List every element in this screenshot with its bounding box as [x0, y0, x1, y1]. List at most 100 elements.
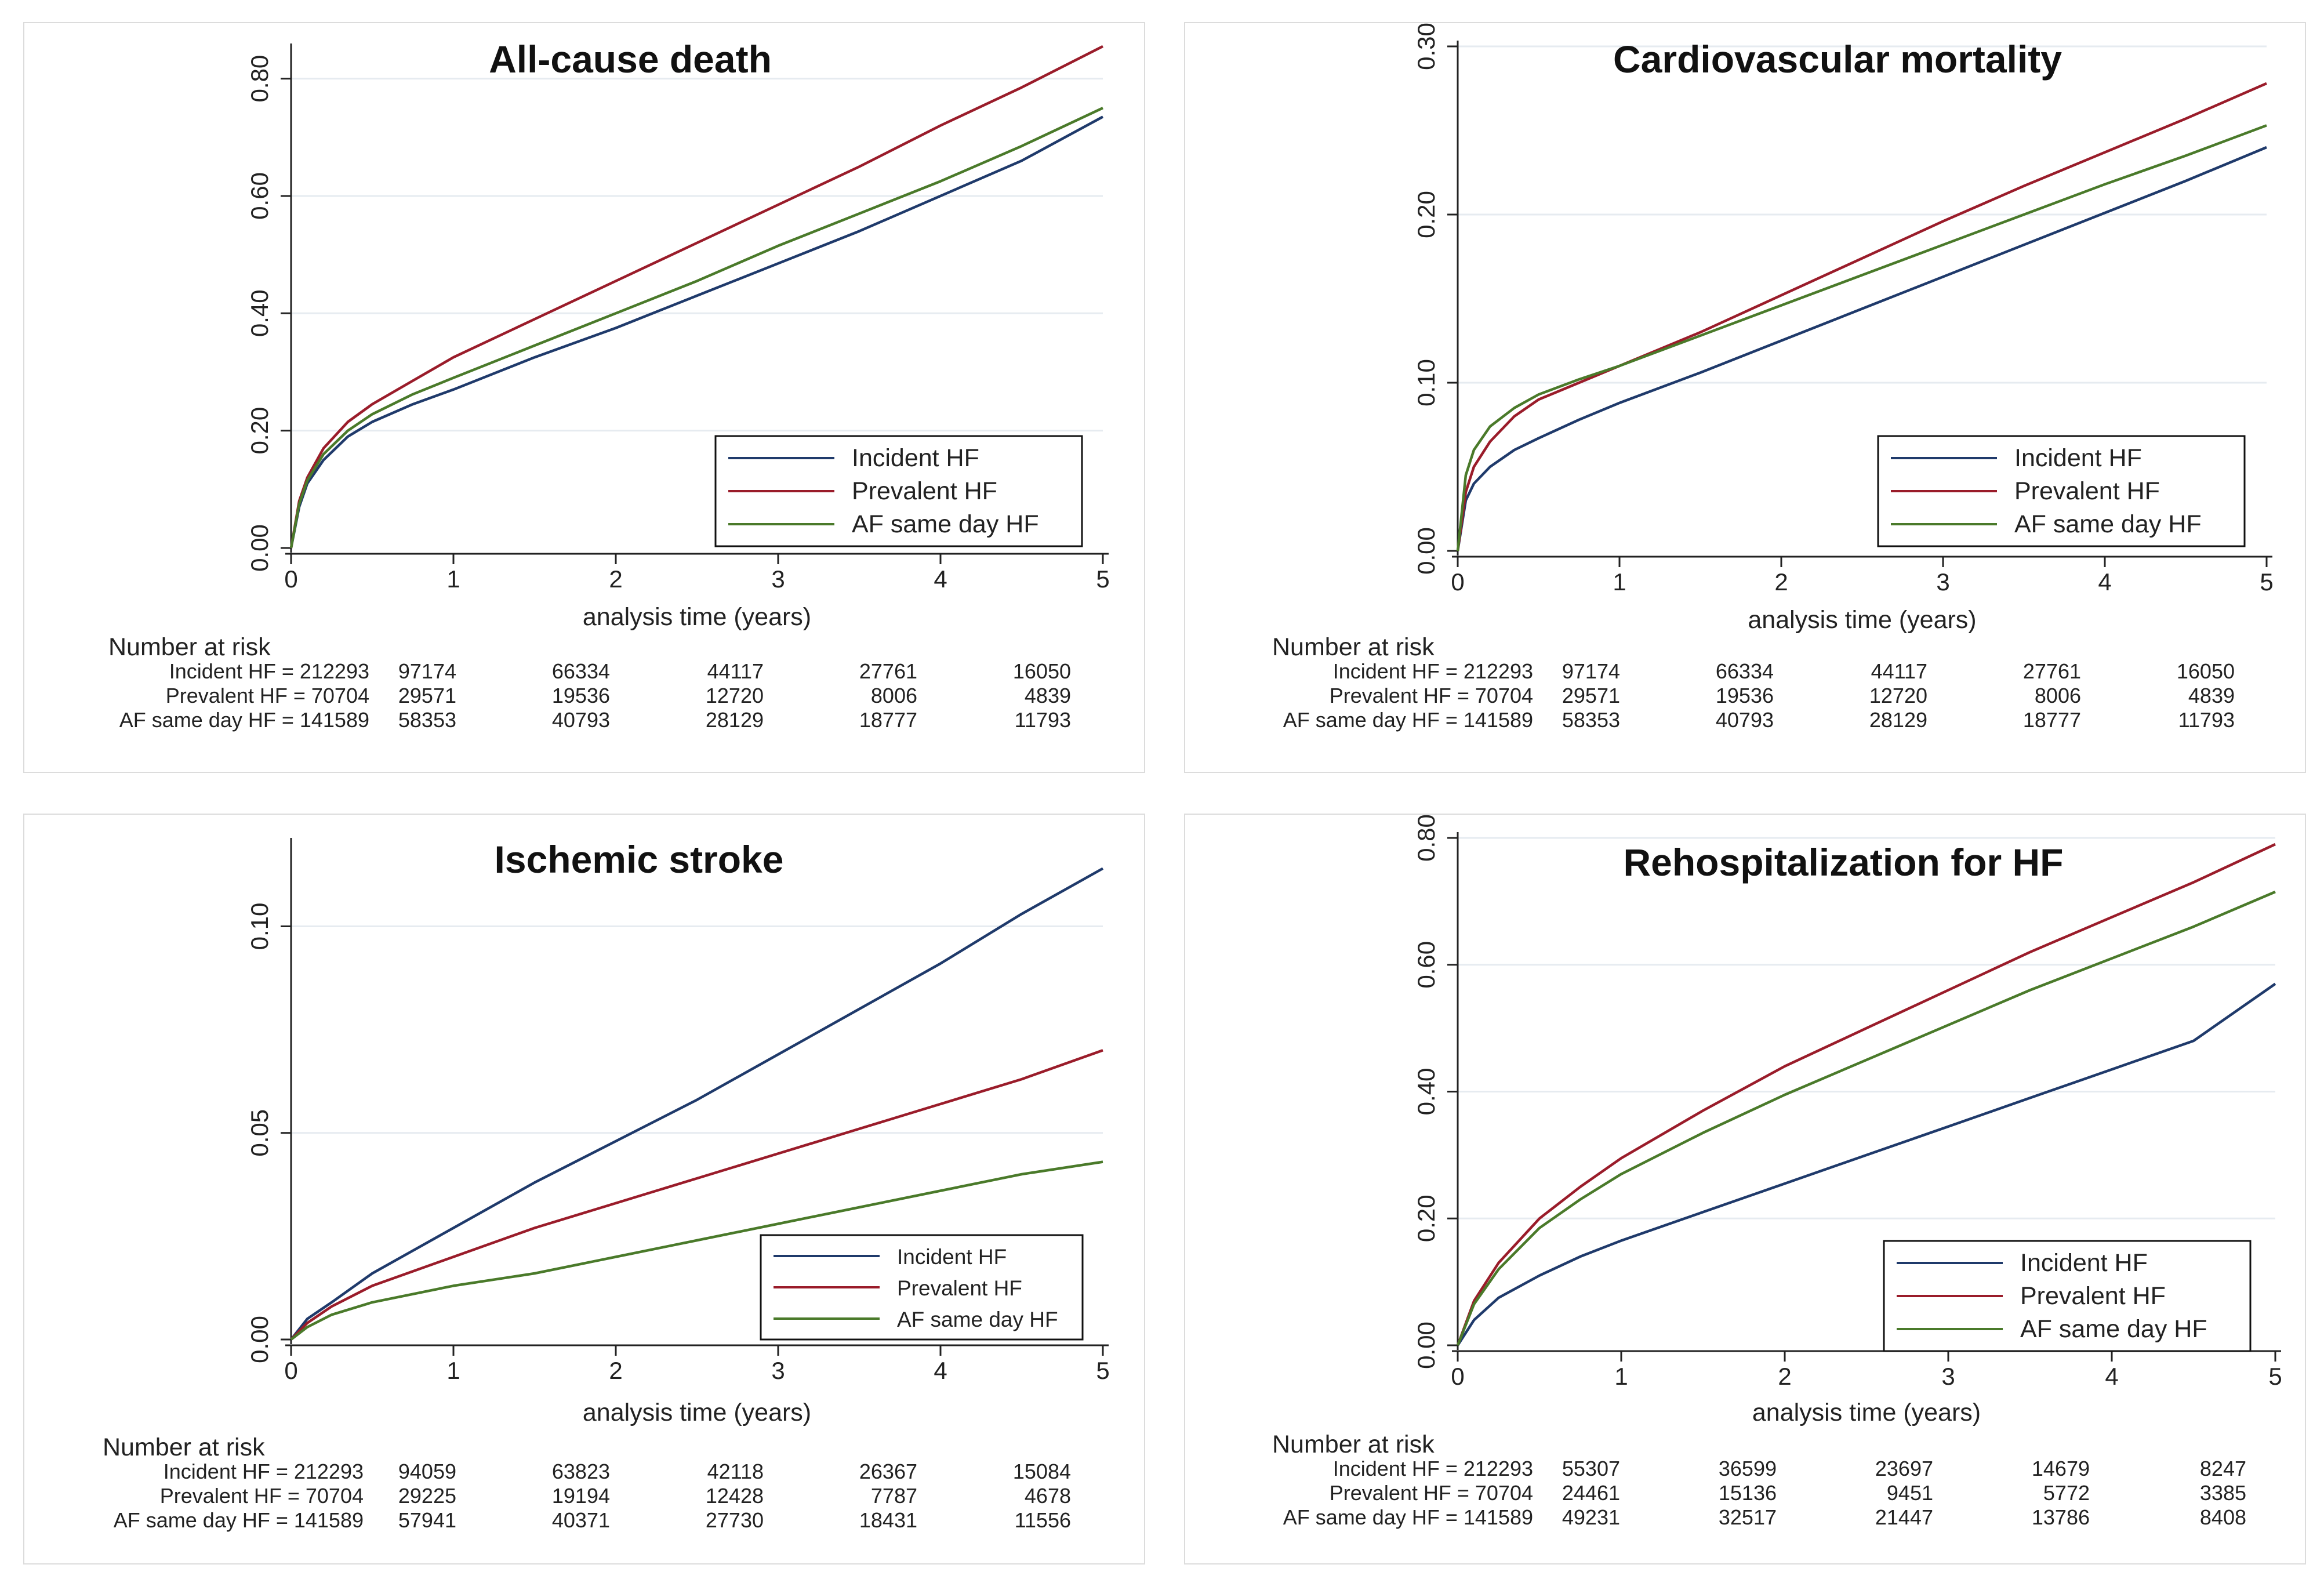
legend-label: Prevalent HF [2020, 1282, 2166, 1310]
legend: Incident HF Prevalent HF AF same day HF [714, 435, 1083, 547]
x-tick-label: 2 [609, 565, 622, 593]
y-tick-label: 0.05 [246, 1109, 273, 1157]
x-tick-label: 3 [771, 1357, 785, 1384]
series-line-incident [289, 115, 1104, 549]
risk-value: 12428 [706, 1484, 764, 1508]
chart-title: All-cause death [489, 38, 772, 81]
risk-value: 27761 [2023, 659, 2081, 683]
risk-value: 44117 [1871, 659, 1927, 683]
risk-value: 8006 [871, 684, 917, 707]
risk-table-header: Number at risk [1272, 633, 1435, 661]
risk-value: 97174 [398, 659, 456, 683]
x-tick-label: 5 [1096, 565, 1109, 593]
x-tick-label: 0 [284, 1357, 297, 1384]
chart-svg: 0.00 0.20 0.40 0.60 0.80 0 1 2 3 4 5 analysis time … [108, 38, 1110, 732]
risk-value: 36599 [1719, 1457, 1777, 1480]
y-tick-label: 0.20 [1412, 1195, 1440, 1242]
risk-value: 63823 [552, 1460, 610, 1483]
legend-label: AF same day HF [852, 510, 1039, 538]
risk-value: 8006 [2035, 684, 2081, 707]
risk-value: 32517 [1719, 1505, 1777, 1529]
x-tick-label: 5 [2260, 568, 2273, 596]
risk-value: 11793 [1015, 708, 1071, 732]
risk-row-label: Prevalent HF = 70704 [1330, 1481, 1533, 1505]
chart-svg: 0.00 0.20 0.40 0.60 0.80 0 1 2 3 4 5 analysis time … [1272, 814, 2282, 1529]
risk-value: 55307 [1562, 1457, 1620, 1480]
chart-panel-ischemic-stroke: 0.00 0.05 0.10 0 1 2 3 4 5 analysis time (years) I… [23, 814, 1145, 1564]
y-tick-label: 0.00 [1412, 1322, 1440, 1369]
risk-table-header: Number at risk [1272, 1431, 1435, 1458]
series-line-af-same-day [1456, 890, 2276, 1346]
risk-row-label: Incident HF = 212293 [164, 1460, 364, 1483]
risk-row-label: Incident HF = 212293 [169, 659, 369, 683]
x-tick-label: 3 [1936, 568, 1949, 596]
y-tick-label: 0.60 [246, 172, 273, 220]
x-tick-label: 0 [1451, 1363, 1464, 1390]
risk-value: 58353 [1562, 708, 1620, 732]
risk-value: 15084 [1013, 1460, 1071, 1483]
risk-value: 94059 [398, 1460, 456, 1483]
risk-value: 15136 [1719, 1481, 1777, 1505]
risk-value: 18431 [859, 1508, 917, 1532]
legend: Incident HF Prevalent HF AF same day HF [760, 1234, 1084, 1341]
risk-value: 58353 [398, 708, 456, 732]
legend-label: AF same day HF [2020, 1315, 2207, 1343]
risk-value: 12720 [1869, 684, 1927, 707]
risk-value: 19194 [552, 1484, 610, 1508]
risk-value: 13786 [2032, 1505, 2090, 1529]
y-tick-label: 0.00 [246, 1316, 273, 1363]
legend-label: Incident HF [852, 444, 979, 472]
x-tick-label: 2 [609, 1357, 622, 1384]
risk-value: 27761 [859, 659, 917, 683]
chart-panel-all-cause-death: 0.00 0.20 0.40 0.60 0.80 0 1 2 3 4 5 analysis time … [23, 22, 1145, 773]
series-line-prevalent [1456, 82, 2267, 551]
chart-title: Ischemic stroke [495, 838, 784, 881]
series-line-af-same-day [1456, 124, 2267, 551]
x-tick-label: 5 [1096, 1357, 1109, 1384]
y-tick-label: 0.80 [1412, 814, 1440, 862]
x-tick-label: 2 [1774, 568, 1788, 596]
risk-table-header: Number at risk [108, 633, 271, 661]
y-tick-label: 0.10 [1412, 359, 1440, 406]
x-axis-label: analysis time (years) [1752, 1399, 1981, 1426]
risk-value: 57941 [398, 1508, 456, 1532]
x-tick-label: 1 [446, 565, 460, 593]
x-tick-label: 1 [1613, 568, 1626, 596]
chart-title: Cardiovascular mortality [1613, 38, 2062, 81]
y-tick-label: 0.40 [1412, 1068, 1440, 1116]
risk-value: 14679 [2032, 1457, 2090, 1480]
series-line-incident [290, 867, 1104, 1341]
risk-value: 21447 [1875, 1505, 1933, 1529]
y-tick-label: 0.60 [1412, 941, 1440, 989]
risk-row-label: AF same day HF = 141589 [1283, 708, 1533, 732]
risk-value: 11556 [1015, 1508, 1071, 1532]
risk-value: 40793 [1716, 708, 1774, 732]
risk-row-label: Incident HF = 212293 [1333, 659, 1533, 683]
y-tick-label: 0.80 [246, 55, 273, 103]
chart-svg: 0.00 0.10 0.20 0.30 0 1 2 3 4 5 analysis time (yea… [1272, 23, 2274, 732]
risk-value: 16050 [2177, 659, 2235, 683]
risk-value: 29225 [398, 1484, 456, 1508]
x-axis-label: analysis time (years) [583, 603, 811, 631]
risk-row-label: Incident HF = 212293 [1333, 1457, 1533, 1480]
risk-value: 29571 [1562, 684, 1620, 707]
risk-value: 28129 [1869, 708, 1927, 732]
risk-value: 49231 [1562, 1505, 1620, 1529]
legend-label: Incident HF [2014, 444, 2142, 472]
x-tick-label: 0 [1451, 568, 1464, 596]
series-line-prevalent [1456, 843, 2276, 1346]
legend-label: Incident HF [897, 1245, 1007, 1269]
y-tick-label: 0.20 [246, 407, 273, 455]
risk-value: 16050 [1013, 659, 1071, 683]
chart-title: Rehospitalization for HF [1624, 841, 2064, 884]
risk-value: 4839 [2188, 684, 2235, 707]
x-tick-label: 3 [1941, 1363, 1955, 1390]
risk-value: 66334 [552, 659, 610, 683]
risk-value: 26367 [859, 1460, 917, 1483]
risk-value: 23697 [1875, 1457, 1933, 1480]
legend-label: Prevalent HF [852, 477, 997, 505]
risk-value: 12720 [706, 684, 764, 707]
x-axis-label: analysis time (years) [583, 1399, 811, 1426]
risk-value: 28129 [706, 708, 764, 732]
series-line-af-same-day [290, 1160, 1103, 1341]
